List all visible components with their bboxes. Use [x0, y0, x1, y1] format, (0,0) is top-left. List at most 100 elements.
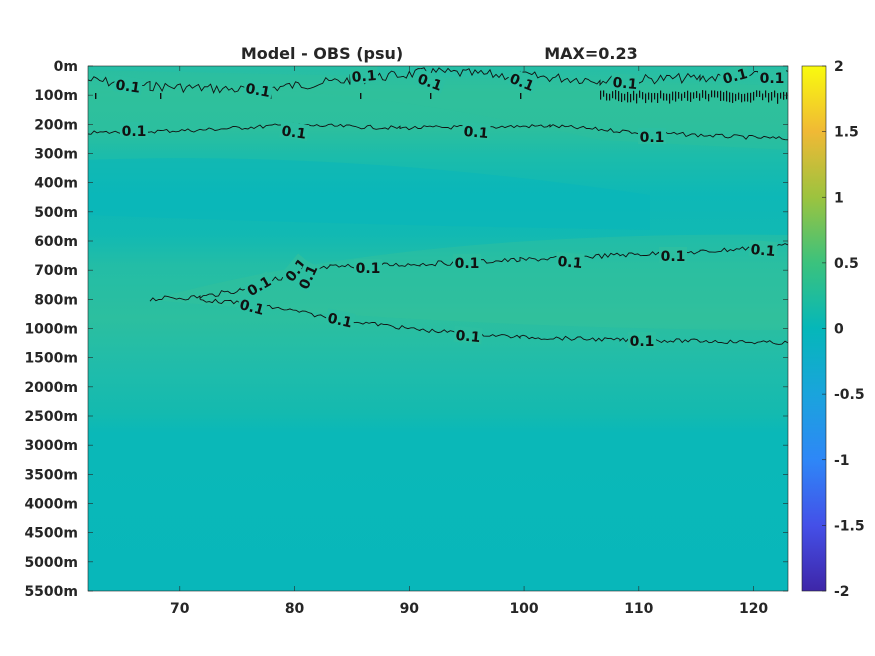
contour-label-bg	[242, 78, 274, 100]
y-tick-label: 1500m	[24, 351, 78, 367]
contour-label: 0.1	[661, 249, 686, 265]
contour-fragment	[630, 93, 632, 103]
y-tick-label: 500m	[34, 205, 78, 221]
contour-fragment	[753, 91, 755, 101]
contour-fragment	[678, 92, 680, 99]
colorbar-tick-label: -2	[834, 584, 850, 600]
contour-fragment	[642, 92, 644, 100]
contour-line	[88, 67, 788, 95]
contour-label: 0.1	[630, 334, 655, 350]
contour-label-bg	[628, 332, 656, 348]
x-tick-label: 120	[739, 601, 768, 617]
chart-title: Model - OBS (psu)	[241, 44, 403, 63]
contour-fragment	[520, 93, 522, 99]
contour-fragment	[160, 93, 162, 99]
contour-label-bg	[293, 260, 321, 293]
contour-label-bg	[453, 254, 481, 270]
plot-area: 0.1 0.1 0.1 0.1 0.1 0.1 0.1 0.1 0.1 0.1 0.1 0.1 0.1 0…	[88, 66, 788, 591]
contour-fragment	[726, 90, 728, 102]
contour-fragment	[606, 93, 608, 101]
colorbar-tick-label: 1	[834, 190, 844, 206]
contour-fragment	[777, 93, 779, 104]
contour-fragment	[786, 92, 788, 100]
contour-fragment	[771, 91, 773, 101]
contour-fragment	[669, 93, 671, 104]
contour-fragment	[609, 93, 611, 101]
contour-label: 0.1	[351, 68, 377, 86]
x-tick-label: 80	[285, 601, 305, 617]
contour-fragment	[654, 92, 656, 100]
x-axis: 70 80 90 100 110 120	[170, 66, 768, 617]
contour-label-bg	[659, 247, 687, 263]
contour-fragment	[732, 92, 734, 103]
contour-fragment	[750, 92, 752, 103]
contour-fragment	[666, 93, 668, 101]
contour-fragment	[651, 93, 653, 103]
contour-fragment	[639, 90, 641, 98]
contour-fragment	[708, 93, 710, 102]
colorbar-tick-label: 2	[834, 59, 844, 75]
contour-label-bg	[354, 259, 382, 275]
x-tick-label: 110	[624, 601, 653, 617]
contour-fragment	[735, 93, 737, 102]
contour-fragment	[648, 92, 650, 100]
contour-label-bg	[120, 122, 148, 138]
contour-fragment	[774, 90, 776, 98]
contour-label: 0.1	[280, 123, 307, 142]
contour-label: 0.1	[455, 328, 481, 346]
contour-fragment	[747, 92, 749, 102]
contour-label-bg	[748, 239, 778, 259]
contour-fragment	[693, 92, 695, 99]
contour-label-bg	[324, 308, 356, 330]
contour-label: 0.1	[760, 71, 785, 87]
y-tick-label: 3500m	[24, 467, 78, 483]
contour-line	[88, 122, 788, 141]
contour-fragment	[780, 92, 782, 99]
salinity-difference-field	[88, 66, 788, 591]
contour-label: 0.1	[463, 124, 489, 142]
field-shade-low	[88, 158, 650, 230]
contour-label: 0.1	[238, 297, 266, 319]
x-tick-label: 70	[170, 601, 190, 617]
contour-fragment	[430, 93, 432, 99]
contour-fragment	[690, 92, 692, 102]
contour-fragment	[600, 90, 602, 100]
contour-fragment	[687, 90, 689, 101]
contour-fragment	[696, 91, 698, 98]
colorbar-tick-label: -1.5	[834, 518, 865, 534]
contour-fragment	[711, 90, 713, 98]
contour-fragment	[720, 90, 722, 102]
contour-fragment	[783, 91, 785, 100]
contour-label: 0.1	[612, 75, 638, 93]
contour-fragment	[762, 93, 764, 101]
contour-label-bg	[236, 294, 268, 318]
contour-fragment	[660, 90, 662, 99]
contour-label: 0.1	[721, 66, 749, 88]
y-tick-label: 5500m	[24, 584, 78, 600]
y-tick-label: 3000m	[24, 438, 78, 454]
y-tick-label: 800m	[34, 292, 78, 308]
y-tick-label: 1000m	[24, 322, 78, 338]
contour-fragment	[603, 90, 605, 97]
contour-fragment	[738, 92, 740, 100]
colorbar-tick-label: -0.5	[834, 387, 865, 403]
colorbar-tick-label: 1.5	[834, 125, 859, 141]
contour-fragment	[756, 90, 758, 97]
contour-label-bg	[349, 66, 379, 85]
field-shade-intermediate	[150, 234, 788, 330]
contour-fragment	[657, 93, 659, 103]
contour-label: 0.1	[122, 124, 147, 140]
contour-fragment	[729, 92, 731, 103]
contour-fragment	[624, 93, 626, 101]
y-axis: 0m 100m 200m 300m 400m 500m 600m 700m 800m 1000m 1…	[24, 59, 788, 600]
x-tick-label: 100	[509, 601, 538, 617]
colorbar-tick-label: -1	[834, 453, 850, 469]
contour-label-bg	[610, 72, 640, 92]
contour-label-bg	[719, 66, 751, 87]
contour-fragment	[714, 90, 716, 98]
contour-fragment	[768, 93, 770, 103]
contour-fragment	[672, 91, 674, 101]
contour-fragment	[627, 91, 629, 103]
colorbar-tick-label: 0.5	[834, 256, 859, 272]
contour-fragment	[741, 93, 743, 103]
